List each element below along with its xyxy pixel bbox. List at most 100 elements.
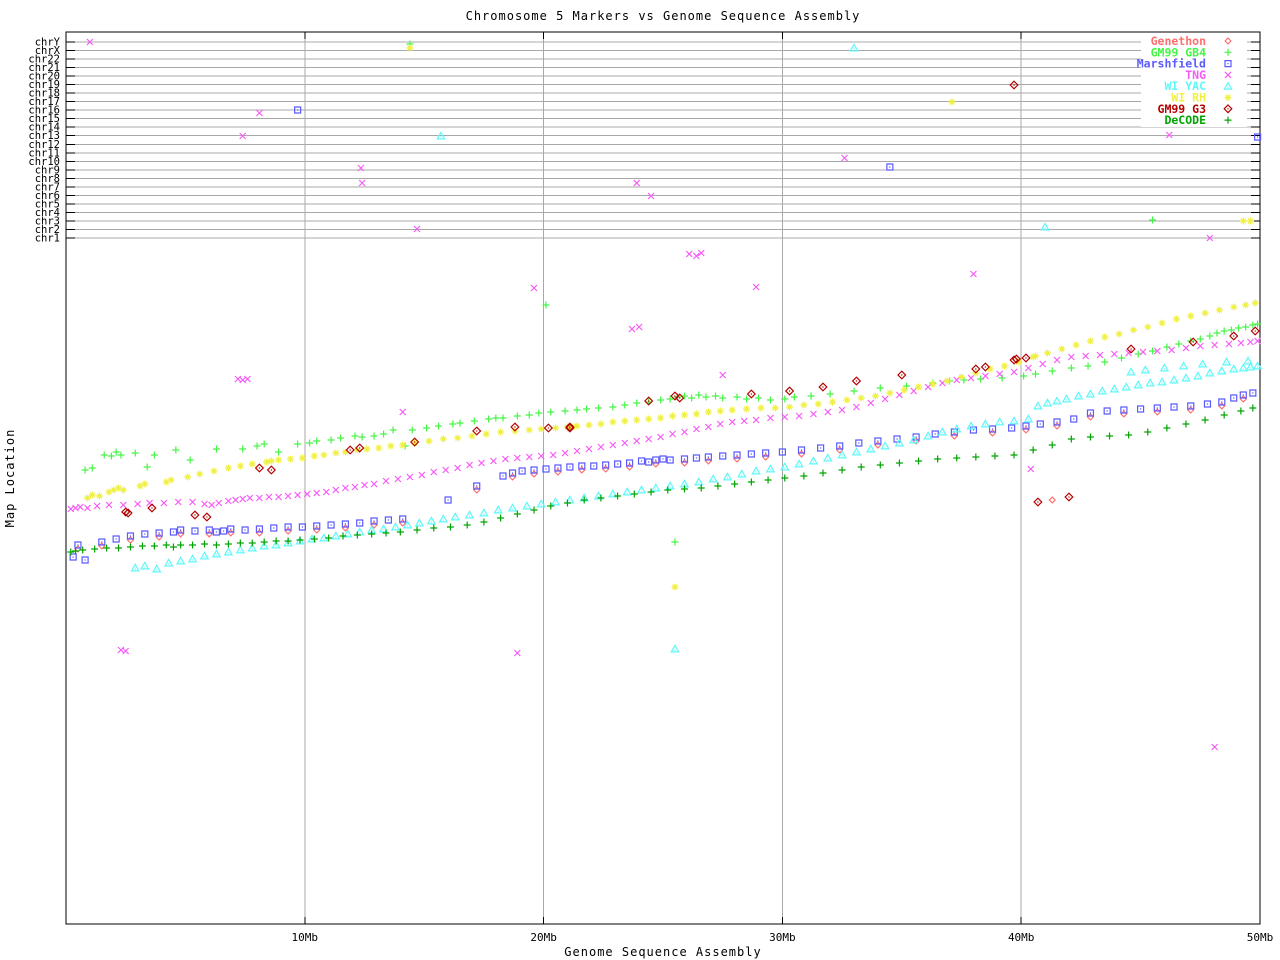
data-point <box>513 412 521 420</box>
data-point <box>446 523 454 531</box>
data-point <box>1040 222 1050 231</box>
data-point <box>561 449 569 457</box>
data-point <box>900 386 908 394</box>
data-point <box>671 583 679 591</box>
data-point <box>370 480 378 488</box>
x-tick-label: 30Mb <box>769 931 796 944</box>
data-point <box>169 528 178 536</box>
data-point <box>688 394 696 402</box>
y-tick-label-chr6: chr6 <box>35 190 60 202</box>
data-point <box>270 524 278 532</box>
data-point <box>1165 131 1173 139</box>
data-point <box>972 453 980 461</box>
data-point <box>948 98 956 106</box>
data-point <box>239 445 247 453</box>
data-point <box>614 492 622 500</box>
data-point <box>1223 104 1233 114</box>
data-point <box>522 501 532 510</box>
data-point <box>1039 360 1047 368</box>
data-point <box>1009 416 1019 425</box>
data-point <box>134 500 142 508</box>
data-point <box>794 459 804 468</box>
data-point <box>565 422 575 432</box>
data-point <box>550 497 561 506</box>
data-point <box>1106 432 1114 440</box>
data-point <box>670 644 680 653</box>
y-tick-label-chrX: chrX <box>35 45 61 57</box>
data-point <box>454 434 462 442</box>
data-point <box>573 447 581 455</box>
data-point <box>719 452 727 460</box>
data-point <box>563 499 571 507</box>
data-point <box>886 389 894 397</box>
data-point <box>647 192 655 200</box>
data-point <box>1008 424 1016 432</box>
data-point <box>1182 344 1190 352</box>
data-point <box>1157 377 1167 386</box>
data-point <box>499 472 507 480</box>
data-point <box>1218 398 1226 406</box>
data-point <box>1181 373 1191 382</box>
data-point <box>722 472 733 481</box>
data-point <box>1133 380 1143 389</box>
data-point <box>1033 497 1043 507</box>
data-point <box>236 462 244 470</box>
data-point <box>781 395 789 403</box>
data-point <box>719 394 727 402</box>
data-point <box>657 396 665 404</box>
data-point <box>136 482 144 490</box>
data-point <box>202 512 212 522</box>
data-point <box>1230 303 1238 311</box>
data-point <box>275 493 282 501</box>
data-point <box>205 526 213 534</box>
data-point <box>561 407 569 415</box>
legend-label: GM99 GB4 <box>1151 45 1206 59</box>
data-point <box>746 389 757 399</box>
legend-label: GM99 G3 <box>1158 102 1207 116</box>
data-point <box>719 371 727 379</box>
data-point <box>1086 433 1094 441</box>
data-point <box>752 416 760 424</box>
data-point <box>895 391 903 399</box>
data-point <box>430 524 438 532</box>
data-point <box>708 474 718 483</box>
data-point <box>1196 342 1204 350</box>
data-point <box>1110 350 1118 358</box>
data-point <box>966 421 976 430</box>
data-point <box>227 529 235 537</box>
data-point <box>246 494 254 502</box>
data-point <box>1220 411 1228 419</box>
data-point <box>83 494 91 502</box>
data-point <box>1129 326 1137 334</box>
series-marshfield <box>69 106 1262 564</box>
data-point <box>1149 216 1157 224</box>
data-point <box>693 252 700 260</box>
data-point <box>1187 402 1195 410</box>
data-point <box>162 478 170 486</box>
data-point <box>223 547 234 556</box>
data-point <box>549 451 557 459</box>
data-point <box>1215 306 1223 314</box>
data-point <box>394 475 402 483</box>
data-point <box>1023 414 1034 423</box>
y-tick-label-chrY: chrY <box>35 37 61 49</box>
y-tick-label-chr20: chr20 <box>28 71 60 83</box>
data-point <box>1229 364 1239 373</box>
data-point <box>988 429 997 437</box>
data-point <box>573 422 581 430</box>
data-point <box>1010 451 1018 459</box>
data-point <box>843 396 851 404</box>
data-point <box>657 414 665 422</box>
data-point <box>651 483 661 492</box>
data-point <box>633 416 641 424</box>
data-point <box>953 454 961 462</box>
data-point <box>402 520 413 529</box>
data-point <box>79 546 87 554</box>
data-point <box>525 453 533 461</box>
data-point <box>894 438 905 447</box>
data-point <box>1121 382 1132 391</box>
data-point <box>704 408 712 416</box>
data-point <box>508 469 517 477</box>
data-point <box>150 542 158 550</box>
data-point <box>1203 400 1212 408</box>
